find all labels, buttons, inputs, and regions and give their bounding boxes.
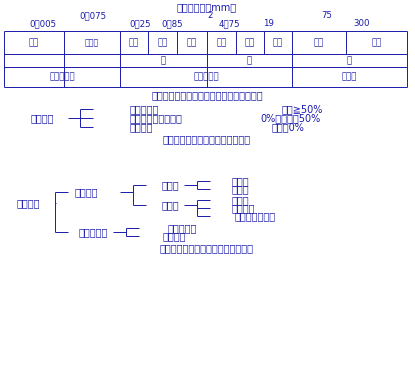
Text: 300: 300 [354,19,370,29]
Text: 石: 石 [347,56,352,65]
Text: 高有機質土: 高有機質土 [167,223,197,233]
Text: 土質材料: 土質材料 [130,122,154,132]
Text: 細粒土: 細粒土 [161,200,179,210]
Text: 中砂: 中砂 [157,38,168,47]
Text: 粗　粒　分: 粗 粒 分 [193,72,219,82]
Text: 4．75: 4．75 [218,19,240,29]
Text: 図－１　地盤材料の粒径区分とその呼び名: 図－１ 地盤材料の粒径区分とその呼び名 [151,90,263,100]
Text: 石分＝0%: 石分＝0% [272,122,305,132]
Text: 細砂: 細砂 [129,38,139,47]
Text: 粗粒土: 粗粒土 [161,180,179,190]
Text: 地盤材料: 地盤材料 [30,113,54,123]
Text: 土質材料: 土質材料 [16,198,40,208]
Text: 19: 19 [263,19,273,29]
Text: 図－２　地盤材料の工学的分類体: 図－２ 地盤材料の工学的分類体 [163,134,251,144]
Text: 図－３　土質材料の工学的分類体系: 図－３ 土質材料の工学的分類体系 [160,243,254,253]
Text: 有機質土: 有機質土 [231,203,255,213]
Text: 粒土: 粒土 [29,38,39,47]
Text: 砂質土: 砂質土 [231,184,249,194]
Text: 礫: 礫 [247,56,252,65]
Text: 粗礫: 粗礫 [273,38,283,47]
Text: 粒　　径　（mm）: 粒 径 （mm） [177,2,237,12]
Text: 0．85: 0．85 [161,19,183,29]
Text: 0．075: 0．075 [79,11,107,20]
Text: 石　分: 石 分 [342,72,357,82]
Text: 粗石: 粗石 [314,38,324,47]
Text: 細　粒　分: 細 粒 分 [49,72,75,82]
Text: 細礫: 細礫 [216,38,227,47]
Text: 粘性土: 粘性土 [231,195,249,205]
Text: 2: 2 [207,11,213,20]
Text: 礫質土: 礫質土 [231,176,249,186]
Text: 中礫: 中礫 [245,38,255,47]
Text: 岩石質材料: 岩石質材料 [130,104,159,114]
Text: 粒径区分: 粒径区分 [74,187,98,197]
Text: 粗砂: 粗砂 [187,38,197,47]
Text: 人工材料: 人工材料 [162,231,186,241]
Text: 砂: 砂 [161,56,166,65]
Text: シルト: シルト [85,38,99,47]
Text: 0%＜石分＜50%: 0%＜石分＜50% [260,113,320,123]
Text: 巨礫: 巨礫 [371,38,382,47]
Text: 75: 75 [322,11,332,20]
Text: 起源で区分: 起源で区分 [78,227,107,237]
Text: 0．25: 0．25 [129,19,151,29]
Text: 火山灰質粘性土: 火山灰質粘性土 [234,211,276,221]
Text: 石分まじり土質材料: 石分まじり土質材料 [130,113,183,123]
Text: 0．005: 0．005 [29,19,56,29]
Text: 石分≧50%: 石分≧50% [282,104,323,114]
